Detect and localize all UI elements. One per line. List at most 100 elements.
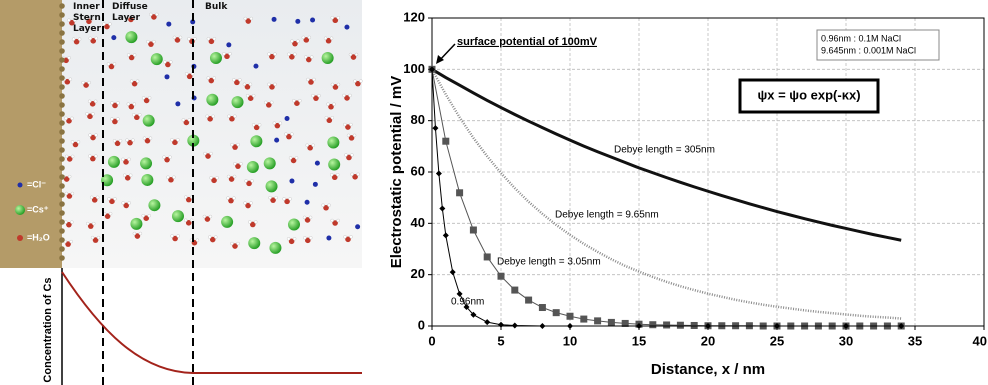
water-o [289,53,295,60]
water-h [236,241,240,246]
water-h [138,113,142,117]
water-o [143,97,150,104]
water-h [127,157,131,162]
series-label: 0.96nm [451,297,484,308]
cs-ion [101,174,114,187]
water-h [230,241,234,246]
series-label: Debye length = 305nm [614,145,715,156]
water-h [249,16,253,21]
water-h [348,93,352,98]
water-h [211,114,215,118]
water-h [71,37,76,41]
marker [636,323,642,329]
water-o [165,61,171,68]
cs-ion [321,51,334,64]
water-h [163,60,167,64]
water-h [205,114,209,118]
water-o [355,80,361,87]
water-o [172,139,178,146]
marker [463,304,470,311]
water-h [132,53,137,57]
water-o [148,41,154,47]
water-o [72,141,79,148]
water-h [170,234,174,238]
cl-ion [295,18,301,24]
water-h [126,53,131,57]
water-h [251,123,256,127]
marker [580,315,588,323]
water-o [86,18,92,25]
water-h [187,118,192,122]
cs-ion [141,173,154,186]
cl-ion [253,63,259,69]
water-h [209,151,213,156]
conc-curve [61,271,362,374]
water-h [172,35,177,40]
water-h [326,102,330,106]
water-h [193,37,197,41]
x-tick-label: 10 [563,333,577,348]
water-o [304,217,311,223]
water-h [249,201,253,205]
water-h [349,235,353,239]
marker [432,125,439,132]
water-h [233,161,237,166]
conc-label: Concentration of Cs [42,277,54,382]
surface-site [59,39,65,45]
surface-site [59,93,65,99]
water-h [106,62,111,66]
water-o [265,102,272,108]
water-h [352,133,357,138]
surface-site [59,57,65,63]
water-o [224,53,230,60]
surface-site [59,147,65,153]
water-o [294,100,300,106]
water-h [85,112,89,116]
water-h [311,93,315,98]
water-h [306,77,310,82]
water-o [274,122,281,129]
water-h [206,37,211,41]
cs-ion [231,96,244,109]
layer-label: Inner Stern Layer [73,2,101,34]
water-h [236,142,240,147]
surface-site [59,228,65,234]
water-o [246,180,252,187]
marker [676,321,684,329]
y-tick-label: 80 [411,112,425,127]
water-h [88,154,92,158]
surface-site [59,129,65,135]
water-h [176,234,180,238]
water-h [89,195,94,200]
water-h [232,174,237,179]
water-h [343,235,347,239]
water-h [330,218,334,223]
water-h [77,37,82,41]
series-line [431,68,902,242]
surface-site [59,111,65,117]
cs-ion [221,215,234,228]
water-h [330,82,335,87]
marker [898,323,905,329]
water-h [284,132,288,136]
water-h [184,195,188,199]
water-h [116,117,120,121]
marker [456,189,464,197]
water-h [353,79,357,83]
water-h [233,114,237,118]
formula-box [738,78,880,114]
water-h [238,78,242,82]
water-h [132,15,136,19]
water-o [128,54,135,61]
water-h [251,94,256,98]
water-o [123,159,129,165]
legend-text: =Cl⁻ [27,179,46,189]
water-o [128,103,135,110]
water-h [112,62,117,66]
surface-site [59,237,65,243]
water-o [89,101,96,107]
water-h [131,138,135,142]
marker [663,321,671,329]
water-h [129,79,134,83]
water-h [264,100,268,105]
